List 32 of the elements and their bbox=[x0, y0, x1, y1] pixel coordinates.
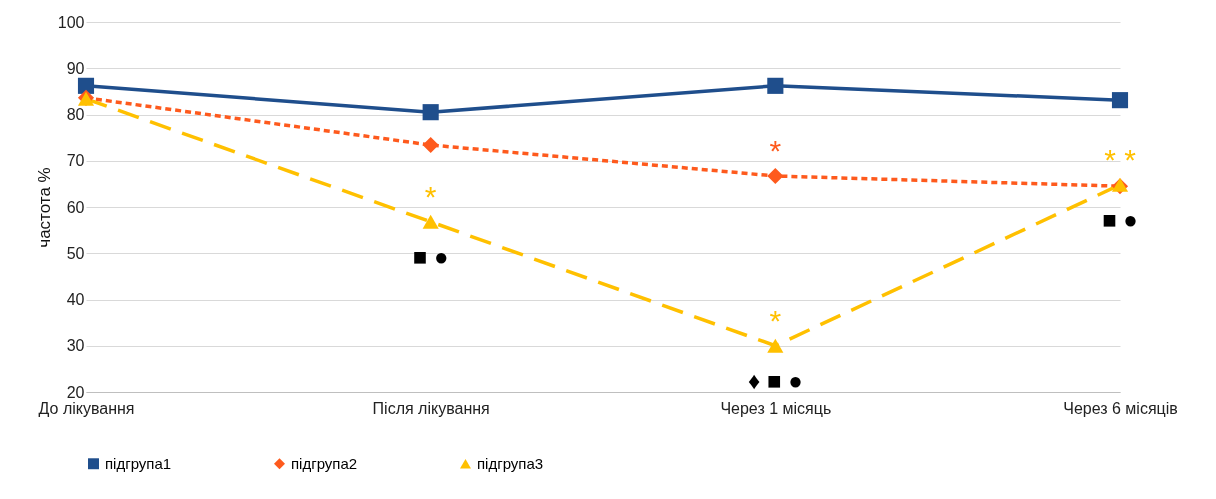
point bbox=[422, 104, 439, 121]
x-tick-label: Через 1 місяць bbox=[720, 399, 832, 417]
x-tick-label: Через 6 місяців bbox=[1063, 399, 1178, 417]
y-tick-label: 100 bbox=[57, 13, 85, 31]
y-tick-label: 50 bbox=[66, 244, 85, 262]
annotation: ■ ● bbox=[412, 242, 449, 270]
y-tick-label: 40 bbox=[66, 291, 85, 308]
legend-label: підгрупа2 bbox=[291, 454, 358, 472]
annotation: * bbox=[769, 134, 782, 168]
annotation: ■ ● bbox=[1102, 205, 1138, 233]
y-tick-label: 80 bbox=[66, 106, 85, 123]
point bbox=[422, 136, 439, 154]
y-tick-label: 70 bbox=[66, 152, 85, 170]
legend-label: підгрупа1 bbox=[105, 454, 172, 472]
x-tick-label: Після лікування bbox=[372, 399, 490, 417]
y-tick-label: 60 bbox=[66, 198, 85, 216]
point bbox=[77, 77, 95, 94]
annotation: ♦ ■ ● bbox=[748, 366, 803, 394]
point bbox=[1111, 92, 1129, 109]
point bbox=[767, 167, 784, 185]
annotation: * bbox=[769, 303, 782, 337]
point bbox=[767, 77, 784, 94]
legend-label: підгрупа3 bbox=[477, 454, 544, 472]
annotation: * bbox=[424, 179, 437, 213]
y-tick-label: 30 bbox=[66, 337, 85, 355]
x-tick-label: До лікування bbox=[38, 399, 135, 417]
y-tick-label: 90 bbox=[66, 59, 85, 77]
point bbox=[767, 338, 784, 353]
y-axis-title: частота % bbox=[34, 167, 54, 248]
annotation: * * bbox=[1104, 142, 1137, 176]
y-tick-label: 20 bbox=[66, 383, 85, 401]
point bbox=[422, 214, 439, 229]
